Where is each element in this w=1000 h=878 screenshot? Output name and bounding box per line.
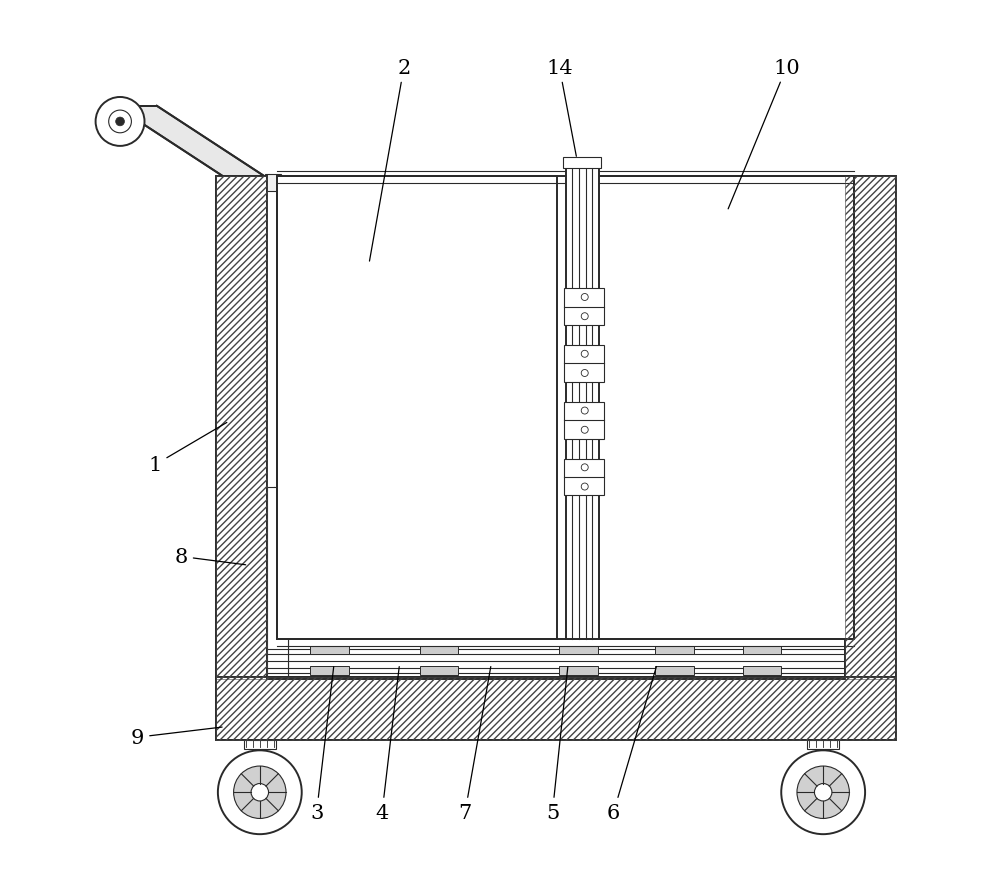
Bar bbox=[829, 386, 845, 439]
Circle shape bbox=[218, 751, 302, 834]
Text: 7: 7 bbox=[458, 666, 491, 822]
Bar bbox=[216, 677, 896, 740]
Bar bbox=[310, 666, 349, 675]
Bar bbox=[566, 169, 599, 640]
Bar bbox=[265, 175, 281, 192]
Bar bbox=[596, 177, 854, 640]
Circle shape bbox=[581, 351, 588, 358]
Bar bbox=[216, 677, 896, 740]
Text: 9: 9 bbox=[131, 727, 222, 747]
Circle shape bbox=[251, 784, 269, 801]
Bar bbox=[310, 646, 349, 654]
Circle shape bbox=[814, 784, 832, 801]
Bar bbox=[244, 740, 276, 749]
Circle shape bbox=[581, 464, 588, 471]
Circle shape bbox=[581, 427, 588, 434]
Bar bbox=[216, 177, 267, 679]
Bar bbox=[277, 177, 557, 640]
Bar bbox=[564, 459, 604, 496]
Bar bbox=[559, 646, 598, 654]
Bar bbox=[559, 666, 598, 675]
Circle shape bbox=[581, 407, 588, 414]
Bar bbox=[655, 666, 694, 675]
Bar bbox=[655, 646, 694, 654]
Circle shape bbox=[581, 294, 588, 301]
Text: 2: 2 bbox=[369, 59, 411, 262]
Bar bbox=[267, 487, 288, 679]
Bar bbox=[807, 740, 839, 749]
Circle shape bbox=[781, 751, 865, 834]
Circle shape bbox=[116, 118, 124, 126]
Bar bbox=[420, 666, 458, 675]
Bar bbox=[743, 666, 781, 675]
Text: 8: 8 bbox=[175, 547, 246, 566]
Bar bbox=[563, 158, 601, 169]
Circle shape bbox=[581, 484, 588, 491]
Text: 10: 10 bbox=[728, 59, 800, 210]
Bar bbox=[845, 177, 896, 679]
Bar bbox=[564, 346, 604, 382]
Bar bbox=[743, 646, 781, 654]
Circle shape bbox=[797, 766, 849, 818]
Bar bbox=[564, 402, 604, 439]
Text: 4: 4 bbox=[375, 667, 399, 822]
Text: 6: 6 bbox=[607, 666, 656, 822]
Bar bbox=[845, 177, 896, 679]
Bar bbox=[420, 646, 458, 654]
Bar bbox=[564, 289, 604, 326]
Text: 14: 14 bbox=[546, 59, 576, 157]
Bar bbox=[216, 177, 267, 679]
Text: 1: 1 bbox=[148, 423, 227, 475]
Text: 3: 3 bbox=[310, 667, 334, 822]
Circle shape bbox=[96, 97, 145, 147]
Polygon shape bbox=[105, 107, 270, 200]
Circle shape bbox=[234, 766, 286, 818]
Circle shape bbox=[109, 111, 131, 133]
Bar bbox=[829, 317, 845, 370]
Circle shape bbox=[581, 370, 588, 377]
Circle shape bbox=[581, 313, 588, 320]
Text: 5: 5 bbox=[546, 667, 568, 822]
